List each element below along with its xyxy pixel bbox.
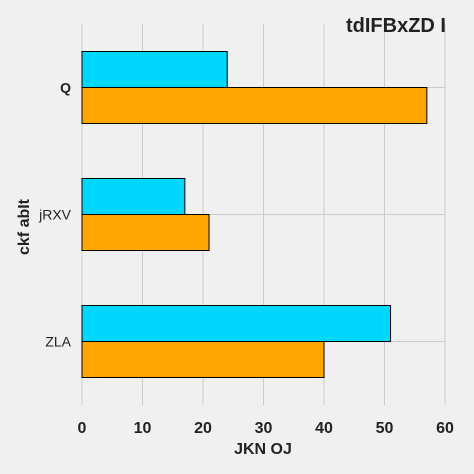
bar-cyan-jrxv	[81, 178, 186, 215]
y-tick-label: jRXV	[38, 207, 72, 223]
x-tick-label: 0	[78, 420, 87, 437]
x-tick-label: 20	[194, 420, 212, 437]
bar-orange-zla	[81, 341, 325, 378]
bar-cyan-zla	[81, 305, 392, 342]
y-axis-label: ckf abIt	[16, 198, 33, 255]
y-tick-labels: ZLA jRXV Q	[38, 80, 72, 350]
x-tick-label: 40	[315, 420, 333, 437]
x-tick-label: 50	[376, 420, 394, 437]
x-tick-label: 10	[134, 420, 152, 437]
x-tick-label: 30	[255, 420, 273, 437]
x-tick-label: 60	[436, 420, 454, 437]
bar-cyan-q	[81, 51, 228, 88]
bar-orange-q	[81, 87, 428, 124]
x-axis-label: JKN OJ	[234, 441, 292, 458]
y-tick-label: Q	[60, 80, 71, 96]
bars	[81, 51, 428, 378]
x-tick-labels: 0 10 20 30 40 50 60	[78, 420, 454, 437]
chart-title: tdIFBxZD I	[346, 15, 446, 37]
bar-orange-jrxv	[81, 214, 210, 251]
y-tick-label: ZLA	[45, 334, 71, 350]
